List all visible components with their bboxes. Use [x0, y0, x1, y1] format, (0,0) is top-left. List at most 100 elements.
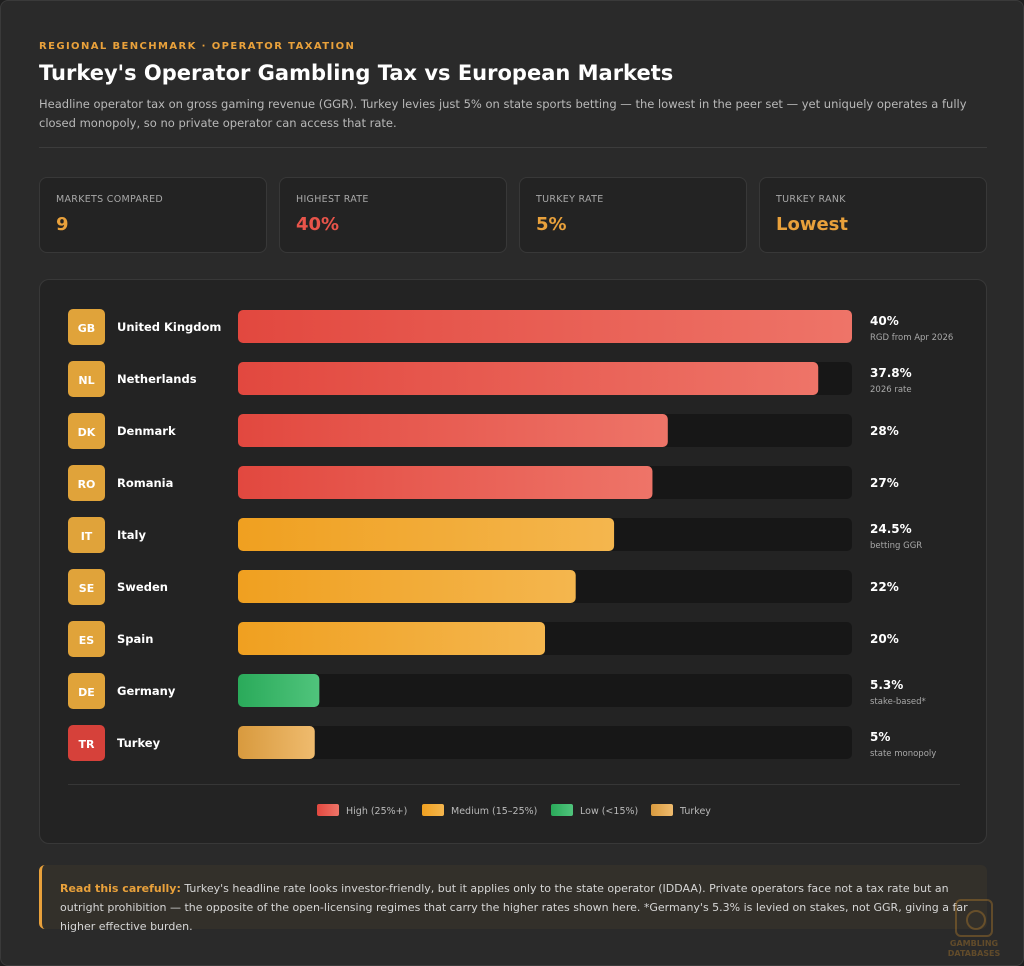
value-label: 5%: [870, 730, 890, 744]
bar: [238, 674, 320, 707]
country-code-label: RO: [78, 478, 96, 491]
category-label: Netherlands: [117, 372, 197, 386]
eyebrow-label: REGIONAL BENCHMARK · OPERATOR TAXATION: [39, 41, 356, 52]
legend-swatch: [317, 804, 339, 816]
country-code-label: NL: [78, 374, 94, 387]
bar: [238, 518, 615, 551]
logo-text: GAMBLING DATABASES: [939, 939, 1009, 959]
legend-item-low: Low (<15%): [551, 804, 638, 817]
country-code-badge: [68, 673, 105, 709]
legend-label: Medium (15–25%): [451, 806, 537, 817]
bar-row-dk: DK Denmark 28%: [68, 413, 899, 449]
value-label: 28%: [870, 424, 899, 438]
callout-note: Read this carefully: Turkey's headline r…: [39, 865, 987, 933]
category-label: Sweden: [117, 580, 168, 594]
bar-row-ro: RO Romania 27%: [68, 465, 899, 501]
page-title: Turkey's Operator Gambling Tax vs Europe…: [39, 61, 674, 85]
stat-label: HIGHEST RATE: [296, 194, 369, 205]
country-code-label: ES: [79, 634, 95, 647]
country-code-label: TR: [79, 738, 96, 751]
header-divider: [39, 147, 987, 148]
stat-label: TURKEY RANK: [776, 194, 846, 205]
chart-panel: GB United Kingdom 40% RGD from Apr 2026 NL Ne…: [39, 279, 987, 844]
value-note: 2026 rate: [870, 385, 912, 395]
value-label: 5.3%: [870, 678, 903, 692]
stat-label: TURKEY RATE: [536, 194, 604, 205]
bar-row-gb: GB United Kingdom 40% RGD from Apr 2026: [68, 309, 953, 345]
value-note: stake-based*: [870, 697, 926, 707]
country-code-label: SE: [79, 582, 94, 595]
country-code-label: IT: [81, 530, 93, 543]
category-label: Romania: [117, 476, 173, 490]
roulette-icon: [955, 899, 993, 937]
value-note: betting GGR: [870, 541, 922, 551]
legend-item-medium: Medium (15–25%): [422, 804, 537, 817]
value-label: 22%: [870, 580, 899, 594]
category-label: Germany: [117, 684, 176, 698]
country-code-badge: [68, 309, 105, 345]
brand-logo: GAMBLING DATABASES: [939, 899, 1009, 963]
bar-row-nl: NL Netherlands 37.8% 2026 rate: [68, 361, 912, 397]
country-code-badge: [68, 569, 105, 605]
category-label: Spain: [117, 632, 153, 646]
stat-card-markets-compared: MARKETS COMPARED 9: [39, 177, 267, 253]
country-code-label: DK: [78, 426, 96, 439]
legend-label: Low (<15%): [580, 806, 638, 817]
value-note: RGD from Apr 2026: [870, 333, 953, 343]
category-label: Turkey: [117, 736, 161, 750]
bar-track: [238, 726, 852, 759]
bar: [238, 414, 668, 447]
value-label: 27%: [870, 476, 899, 490]
legend-label: High (25%+): [346, 806, 407, 817]
country-code-badge: [68, 621, 105, 657]
value-note: state monopoly: [870, 749, 936, 759]
country-code-badge: [68, 517, 105, 553]
country-code-badge: [68, 465, 105, 501]
legend-swatch: [422, 804, 444, 816]
bar-row-de: DE Germany 5.3% stake-based*: [68, 673, 926, 709]
logo-line-1: GAMBLING: [949, 939, 999, 948]
callout-text: Turkey's headline rate looks investor-fr…: [60, 882, 968, 933]
bar-track: [238, 674, 852, 707]
stat-card-turkey-rank: TURKEY RANK Lowest: [759, 177, 987, 253]
legend-item-turkey: Turkey: [651, 804, 711, 817]
category-label: Italy: [117, 528, 146, 542]
stat-card-highest-rate: HIGHEST RATE 40%: [279, 177, 507, 253]
bar: [238, 726, 315, 759]
legend-swatch: [651, 804, 673, 816]
bar: [238, 466, 653, 499]
stat-value: Lowest: [776, 214, 848, 235]
country-code-badge: [68, 725, 105, 761]
value-label: 24.5%: [870, 522, 912, 536]
country-code-badge: [68, 361, 105, 397]
legend-label: Turkey: [679, 806, 711, 817]
bar-row-se: SE Sweden 22%: [68, 569, 899, 605]
legend-item-high: High (25%+): [317, 804, 407, 817]
bar-chart: GB United Kingdom 40% RGD from Apr 2026 NL Ne…: [68, 309, 960, 817]
bar: [238, 622, 545, 655]
logo-line-2: DATABASES: [947, 949, 1001, 958]
category-label: Denmark: [117, 424, 176, 438]
bar: [238, 310, 852, 343]
stat-card-turkey-rate: TURKEY RATE 5%: [519, 177, 747, 253]
bar: [238, 362, 819, 395]
value-label: 37.8%: [870, 366, 912, 380]
stat-value: 40%: [296, 214, 340, 235]
page-subtitle: Headline operator tax on gross gaming re…: [39, 97, 967, 130]
bar: [238, 570, 576, 603]
legend-divider: [68, 784, 960, 785]
legend-swatch: [551, 804, 573, 816]
stat-value: 5%: [536, 214, 567, 235]
stat-label: MARKETS COMPARED: [56, 194, 164, 205]
category-label: United Kingdom: [117, 320, 221, 334]
country-code-badge: [68, 413, 105, 449]
bar-row-it: IT Italy 24.5% betting GGR: [68, 517, 922, 553]
value-label: 40%: [870, 314, 899, 328]
country-code-label: GB: [78, 322, 95, 335]
stat-value: 9: [56, 214, 69, 235]
country-code-label: DE: [78, 686, 95, 699]
value-label: 20%: [870, 632, 899, 646]
callout-lead: Read this carefully:: [60, 882, 181, 895]
bar-row-tr: TR Turkey 5% state monopoly: [68, 725, 936, 761]
